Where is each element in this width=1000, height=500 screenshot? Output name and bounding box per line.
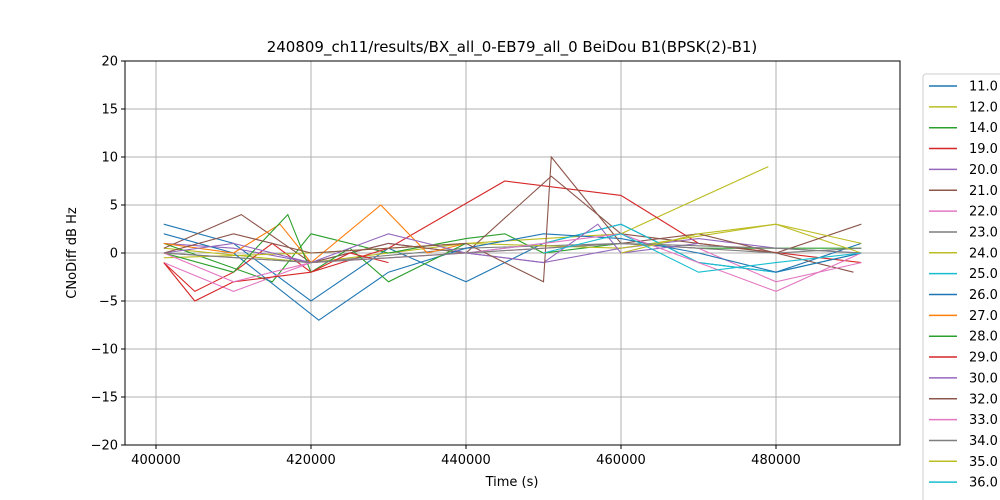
y-tick-label: −5 <box>99 295 118 310</box>
legend-label: 35.0 <box>969 455 998 470</box>
series-line <box>620 223 862 254</box>
x-tick-label: 480000 <box>751 453 801 468</box>
legend-label: 28.0 <box>969 330 998 345</box>
y-axis-label: CNoDiff dB Hz <box>65 207 80 299</box>
legend-label: 36.0 <box>969 476 998 491</box>
series-line <box>163 204 467 264</box>
legend-label: 24.0 <box>969 246 998 261</box>
x-axis-label: Time (s) <box>485 475 539 490</box>
series-line <box>543 233 862 273</box>
legend-label: 34.0 <box>969 434 998 449</box>
series-line <box>163 233 862 321</box>
y-tick-label: 0 <box>110 247 118 262</box>
y-tick-label: −15 <box>91 391 118 406</box>
series-line <box>163 233 862 292</box>
y-tick-label: 10 <box>101 151 118 166</box>
legend-label: 19.0 <box>969 142 998 157</box>
legend-label: 23.0 <box>969 225 998 240</box>
series-lines <box>163 155 862 321</box>
y-tick-label: 20 <box>101 55 118 70</box>
legend-label: 27.0 <box>969 309 998 324</box>
legend-label: 14.0 <box>969 121 998 136</box>
legend-label: 12.0 <box>969 100 998 115</box>
legend-label: 20.0 <box>969 163 998 178</box>
x-tick-label: 460000 <box>596 453 646 468</box>
legend-label: 11.0 <box>969 80 998 95</box>
y-tick-label: −10 <box>91 343 118 358</box>
legend-label: 22.0 <box>969 205 998 220</box>
series-line <box>163 252 389 302</box>
y-tick-label: −20 <box>91 439 118 454</box>
legend-box <box>922 73 1000 500</box>
x-tick-label: 420000 <box>286 453 336 468</box>
axis-ticks: 400000 420000 440000 460000 480000 −20 −15 −10 −… <box>91 55 801 469</box>
series-line <box>163 242 862 264</box>
series-line <box>163 223 862 259</box>
chart-title: 240809_ch11/results/BX_all_0-EB79_all_0 … <box>267 38 758 57</box>
legend-label: 29.0 <box>969 351 998 366</box>
series-line <box>163 180 862 293</box>
y-tick-label: 5 <box>110 199 118 214</box>
y-tick-label: 15 <box>101 103 118 118</box>
series-line <box>163 155 862 283</box>
legend-label: 26.0 <box>969 288 998 303</box>
x-tick-label: 400000 <box>131 453 181 468</box>
legend-label: 32.0 <box>969 392 998 407</box>
legend-label: 21.0 <box>969 184 998 199</box>
x-tick-label: 440000 <box>441 453 491 468</box>
legend: 11.0 12.0 14.0 19.0 20.0 21.0 22.0 23.0 24.0 25.0… <box>922 73 1000 500</box>
legend-label: 33.0 <box>969 413 998 428</box>
legend-label: 25.0 <box>969 267 998 282</box>
series-line <box>163 175 854 273</box>
legend-label: 30.0 <box>969 371 998 386</box>
